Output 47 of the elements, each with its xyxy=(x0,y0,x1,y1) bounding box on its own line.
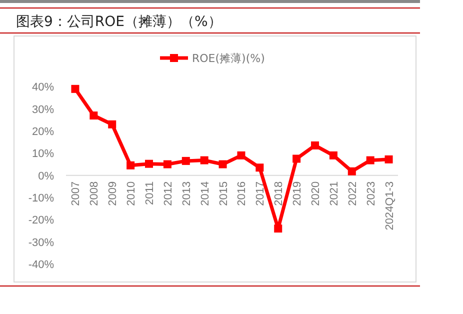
point xyxy=(218,160,227,168)
y-tick-label: 10% xyxy=(32,148,54,160)
y-tick-label: -40% xyxy=(28,259,54,271)
point xyxy=(366,156,374,164)
x-tick-label: 2016 xyxy=(236,181,248,206)
chart-title: 图表9：公司ROE（摊薄）（%） xyxy=(16,14,222,30)
point xyxy=(384,155,393,164)
point xyxy=(311,141,319,150)
x-tick-label: 2009 xyxy=(107,181,120,206)
x-tick-label: 2018 xyxy=(273,181,286,206)
y-tick-label: 20% xyxy=(32,126,54,138)
point xyxy=(90,112,98,120)
y-tick-label: -10% xyxy=(28,192,54,205)
x-tick-label: 2022 xyxy=(346,181,359,206)
point xyxy=(237,151,246,160)
point xyxy=(274,224,282,233)
x-tick-label: 2007 xyxy=(70,181,82,206)
point xyxy=(329,151,338,160)
x-tick-label: 2017 xyxy=(254,181,267,206)
point xyxy=(256,164,264,172)
x-tick-label: 2019 xyxy=(292,181,304,206)
point xyxy=(348,167,356,176)
y-tick-label: 30% xyxy=(32,104,54,116)
point xyxy=(182,156,190,165)
x-tick-label: 2010 xyxy=(126,181,138,206)
x-tick-label: 2024Q1-3 xyxy=(384,181,396,230)
point xyxy=(108,120,116,128)
x-tick-label: 2014 xyxy=(199,181,212,206)
point xyxy=(126,161,135,170)
x-tick-label: 2023 xyxy=(365,181,378,206)
x-tick-label: 2021 xyxy=(328,181,340,206)
x-tick-label: 2020 xyxy=(310,181,322,206)
y-tick-label: -20% xyxy=(28,214,54,227)
x-tick-label: 2013 xyxy=(180,181,193,206)
y-tick-label: 0% xyxy=(38,170,54,182)
y-tick-label: -30% xyxy=(28,236,54,249)
point xyxy=(163,160,172,168)
point xyxy=(145,160,153,168)
y-tick-label: 40% xyxy=(32,82,54,94)
legend-label: ROE(摊薄)(%) xyxy=(192,52,265,65)
x-tick-label: 2015 xyxy=(218,181,230,206)
x-tick-label: 2008 xyxy=(88,181,101,206)
point xyxy=(292,154,301,163)
x-tick-label: 2011 xyxy=(144,181,156,206)
x-tick-label: 2012 xyxy=(162,181,174,206)
point xyxy=(71,84,80,93)
point xyxy=(200,156,208,164)
